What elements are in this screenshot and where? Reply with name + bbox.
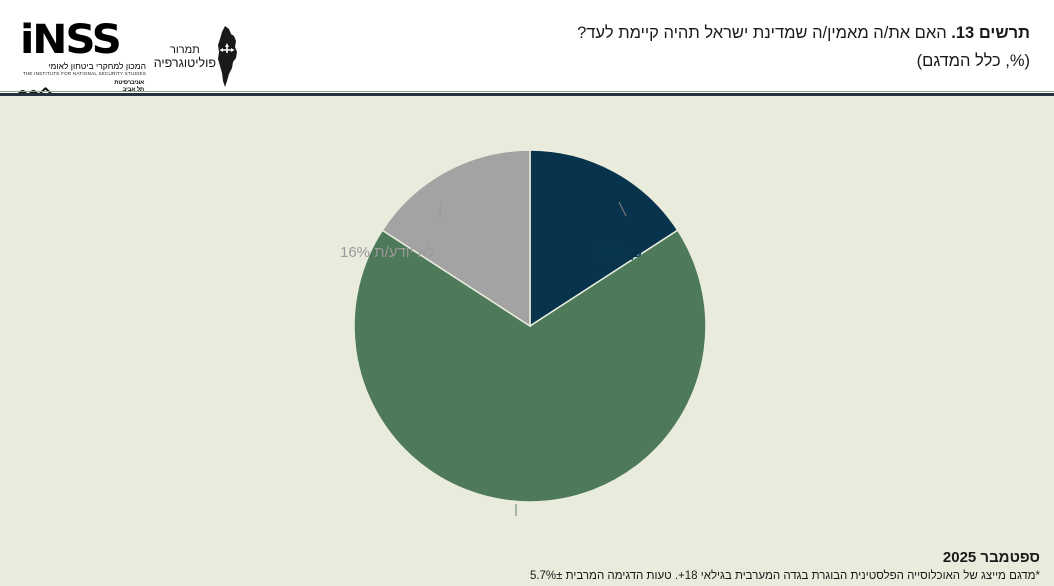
inss-wordmark: iNSS xyxy=(20,17,122,63)
pie-slice-dontknow[interactable] xyxy=(381,149,531,328)
chart-question: האם את/ה מאמין/ה שמדינת ישראל תהיה קיימת… xyxy=(577,24,952,42)
header-divider-thin xyxy=(0,91,1054,92)
sample-footnote: *מדגם מייצג של האוכלוסייה הפלסטינית הבוג… xyxy=(529,570,1040,582)
tamrur-line1: תמרור xyxy=(169,44,200,56)
chart-footer: ספטמבר 2025 *מדגם מייצג של האוכלוסייה הפ… xyxy=(530,548,1040,584)
chart-number: תרשים 13. xyxy=(951,24,1030,42)
tau-hebrew-line1: אוניברסיטת xyxy=(114,80,144,86)
pie-chart: כן 16% לא יודע/ת 16% לא 69% xyxy=(0,96,1054,586)
pie-chart-svg xyxy=(353,149,707,516)
pie-label-yes: כן 16% xyxy=(596,244,642,261)
chart-subtitle: (%, כלל המדגם) xyxy=(916,52,1030,70)
compass-arrows-icon xyxy=(219,43,235,53)
survey-date: ספטמבר 2025 xyxy=(942,549,1040,566)
tamrur-line2: פוליטוגרפיה xyxy=(153,56,216,70)
inss-english-name: THE INSTITUTE FOR NATIONAL SECURITY STUD… xyxy=(22,71,146,76)
pie-slice-no[interactable] xyxy=(353,229,707,503)
inss-logo: iNSS המכון למחקרי ביטחון לאומי THE INSTI… xyxy=(18,20,146,102)
logo-group: iNSS המכון למחקרי ביטחון לאומי THE INSTI… xyxy=(18,20,238,102)
header-divider xyxy=(0,93,1054,96)
tamrur-logo: תמרור פוליטוגרפיה xyxy=(150,26,242,88)
inss-hebrew-name: המכון למחקרי ביטחון לאומי xyxy=(48,61,146,71)
tau-hebrew-line2: תל אביב xyxy=(122,86,145,93)
pie-label-dontknow: לא יודע/ת 16% xyxy=(340,244,436,261)
leader-line-yes xyxy=(618,201,627,217)
chart-title-block: תרשים 13. האם את/ה מאמין/ה שמדינת ישראל … xyxy=(410,20,1030,74)
tamrur-wordmark: תמרור פוליטוגרפיה xyxy=(154,44,216,70)
pie-slice-yes[interactable] xyxy=(529,149,679,328)
chart-body: כן 16% לא יודע/ת 16% לא 69% ספטמבר 2025 … xyxy=(0,96,1054,586)
page-header: iNSS המכון למחקרי ביטחון לאומי THE INSTI… xyxy=(0,0,1054,102)
israel-map-icon xyxy=(218,26,237,87)
page-title: תרשים 13. האם את/ה מאמין/ה שמדינת ישראל … xyxy=(410,20,1030,46)
leader-line-dontknow xyxy=(439,201,443,219)
